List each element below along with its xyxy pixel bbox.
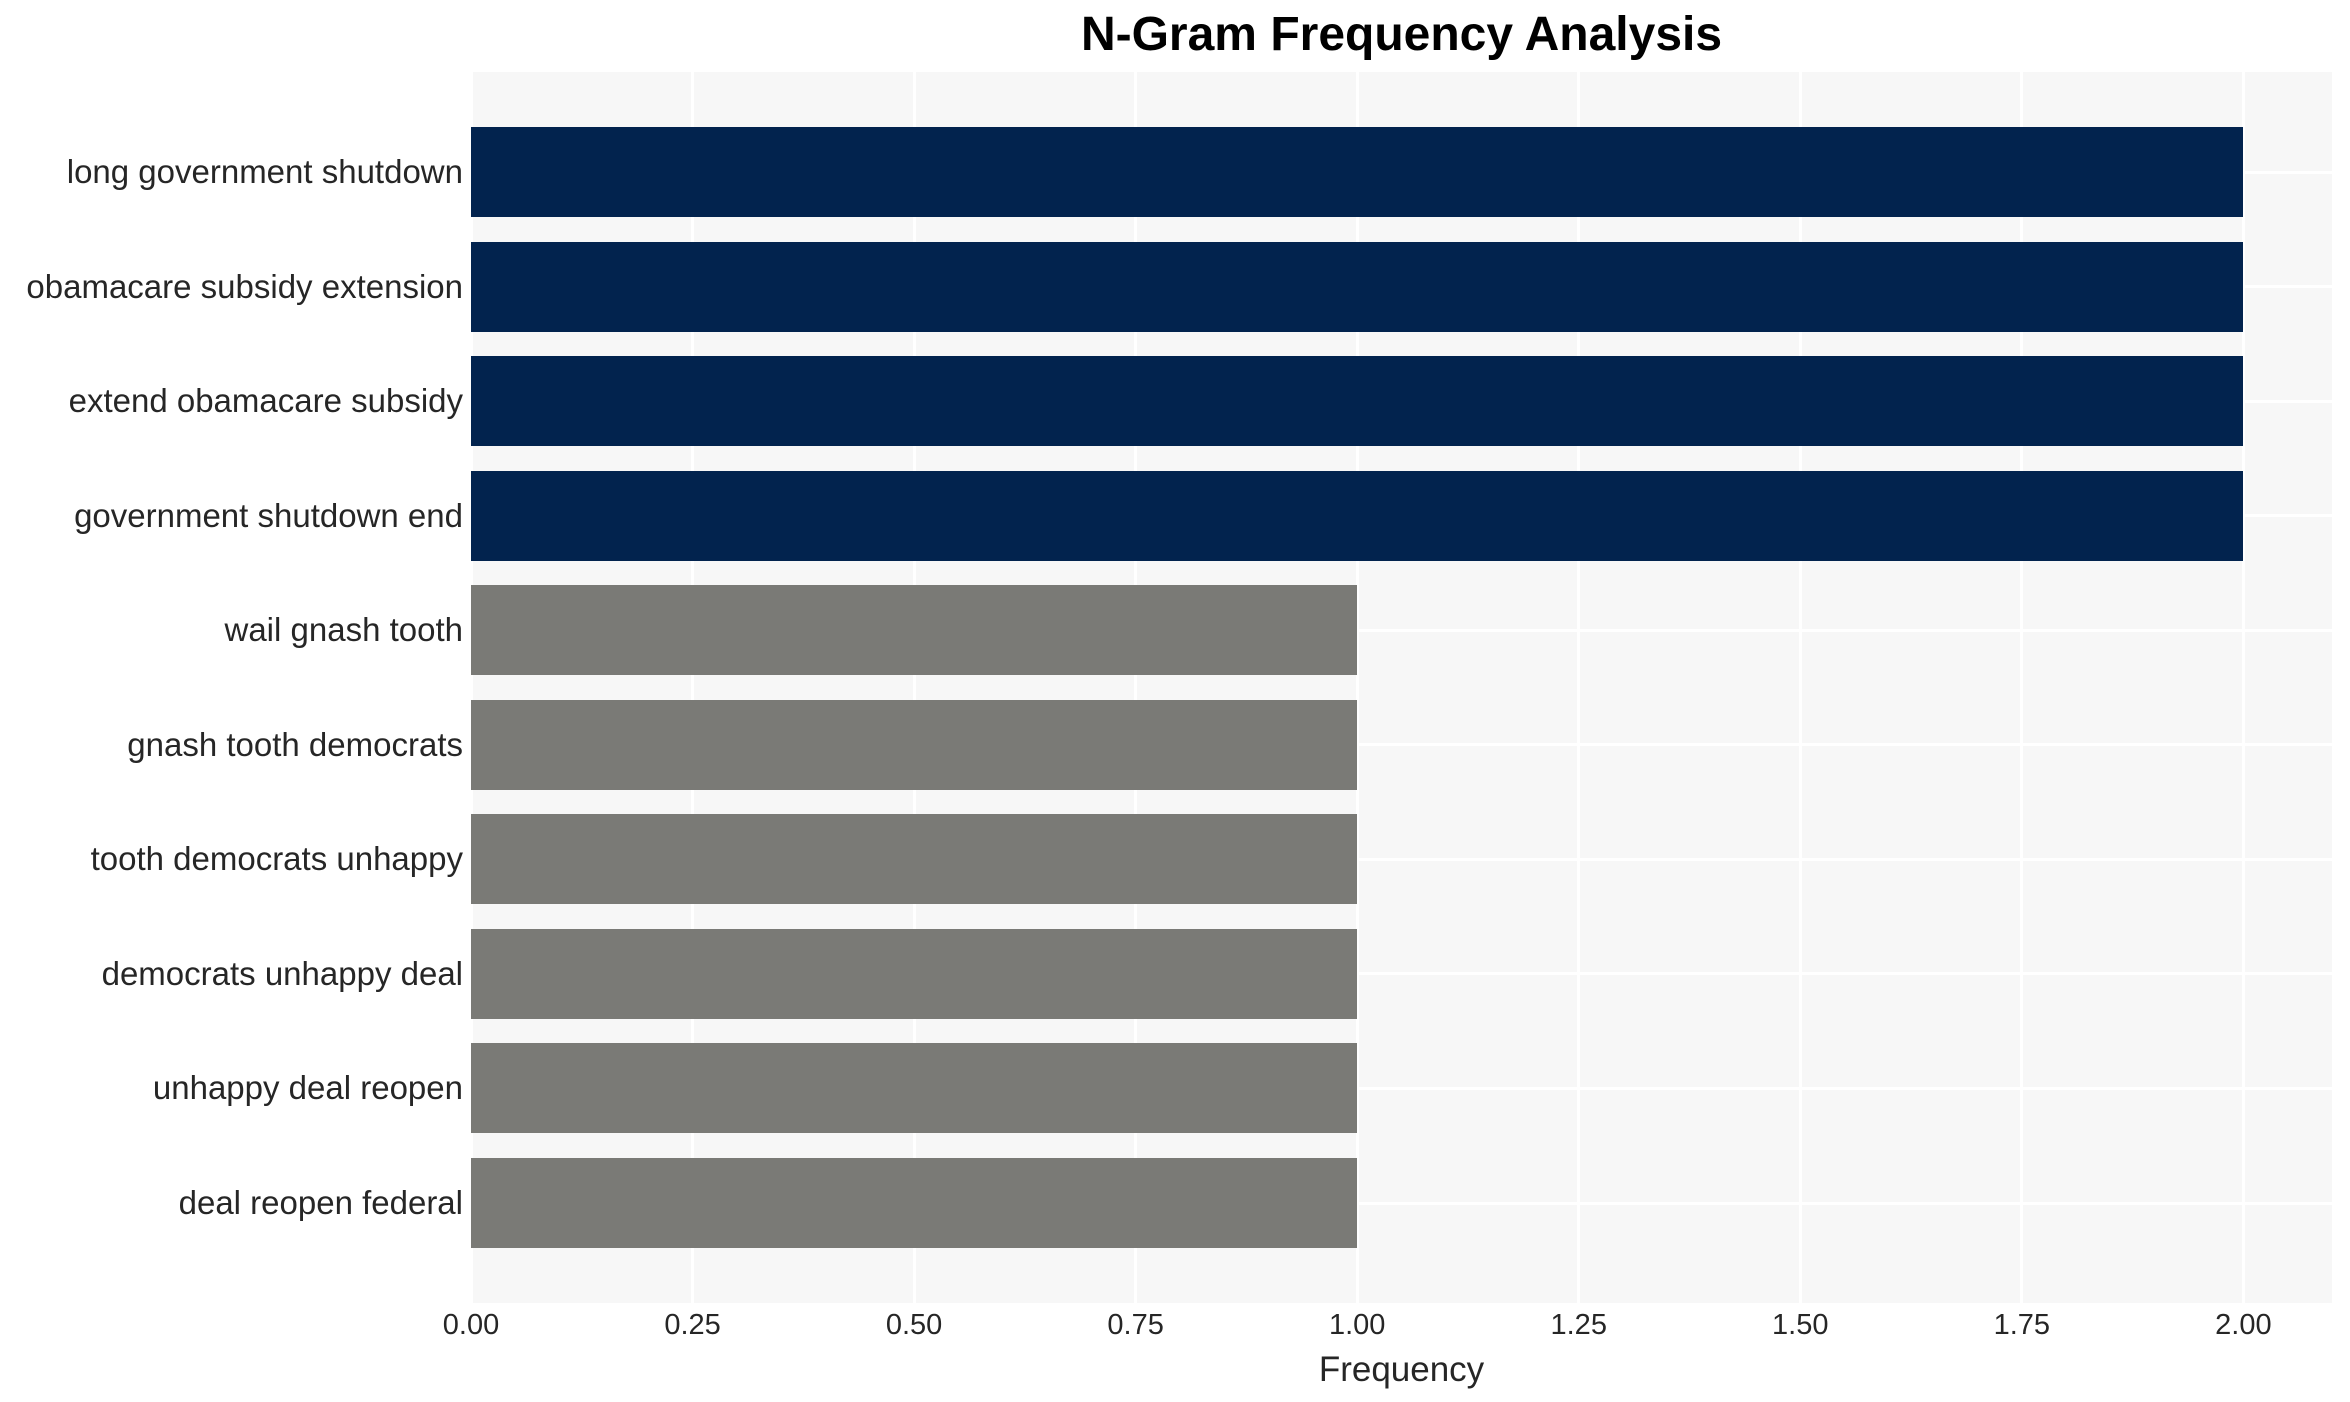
y-tick-label: long government shutdown [66, 153, 463, 190]
plot-area [471, 72, 2332, 1303]
x-tick-label: 0.00 [442, 1309, 500, 1341]
gridline-horizontal [471, 1086, 2332, 1090]
x-tick-label: 1.50 [1772, 1309, 1829, 1341]
y-axis-tick-labels: long government shutdown obamacare subsid… [0, 72, 463, 1303]
gridline-horizontal [471, 1201, 2332, 1205]
gridline-vertical [1134, 72, 1138, 1303]
y-tick-label: gnash tooth democrats [127, 725, 463, 763]
y-tick-label: unhappy deal reopen [152, 1069, 463, 1107]
gridline-vertical [1798, 72, 1802, 1303]
x-tick-label: 2.00 [2215, 1309, 2272, 1341]
x-tick-label: 0.75 [1107, 1309, 1164, 1341]
y-tick-label: wail gnash tooth [224, 611, 464, 649]
bar [471, 1158, 1358, 1248]
x-tick-label: 1.25 [1550, 1309, 1607, 1341]
chart-title: N-Gram Frequency Analysis [1080, 8, 1723, 61]
gridline-vertical [2241, 72, 2245, 1303]
gridline-vertical [471, 72, 473, 1303]
gridline-vertical [912, 72, 916, 1303]
gridline-vertical [691, 72, 695, 1303]
x-tick-label: 0.25 [664, 1309, 721, 1341]
x-tick-label: 1.75 [1993, 1309, 2051, 1341]
gridline-vertical [2020, 72, 2024, 1303]
x-axis-label: Frequency [1318, 1350, 1485, 1389]
bar [471, 585, 1358, 676]
bar [471, 814, 1358, 905]
x-tick-label: 1.00 [1328, 1309, 1386, 1341]
x-tick-label: 0.50 [885, 1309, 943, 1341]
bar [471, 1043, 1358, 1134]
gridline-vertical [1355, 72, 1359, 1303]
bar [471, 127, 2244, 217]
bar [471, 356, 2244, 447]
y-tick-label: democrats unhappy deal [101, 954, 463, 992]
gridline-horizontal [471, 743, 2332, 747]
bar [471, 928, 1358, 1019]
gridline-horizontal [471, 628, 2332, 632]
y-tick-label: government shutdown end [74, 496, 463, 534]
y-tick-label: extend obamacare subsidy [68, 382, 463, 420]
bar [471, 699, 1358, 790]
y-tick-label: obamacare subsidy extension [26, 267, 463, 305]
y-tick-label: deal reopen federal [178, 1184, 463, 1221]
bar [471, 470, 2244, 561]
gridline-vertical [1577, 72, 1581, 1303]
y-tick-label: tooth democrats unhappy [90, 840, 463, 878]
gridline-horizontal [471, 972, 2332, 976]
gridline-horizontal [471, 857, 2332, 861]
bar [471, 241, 2244, 332]
